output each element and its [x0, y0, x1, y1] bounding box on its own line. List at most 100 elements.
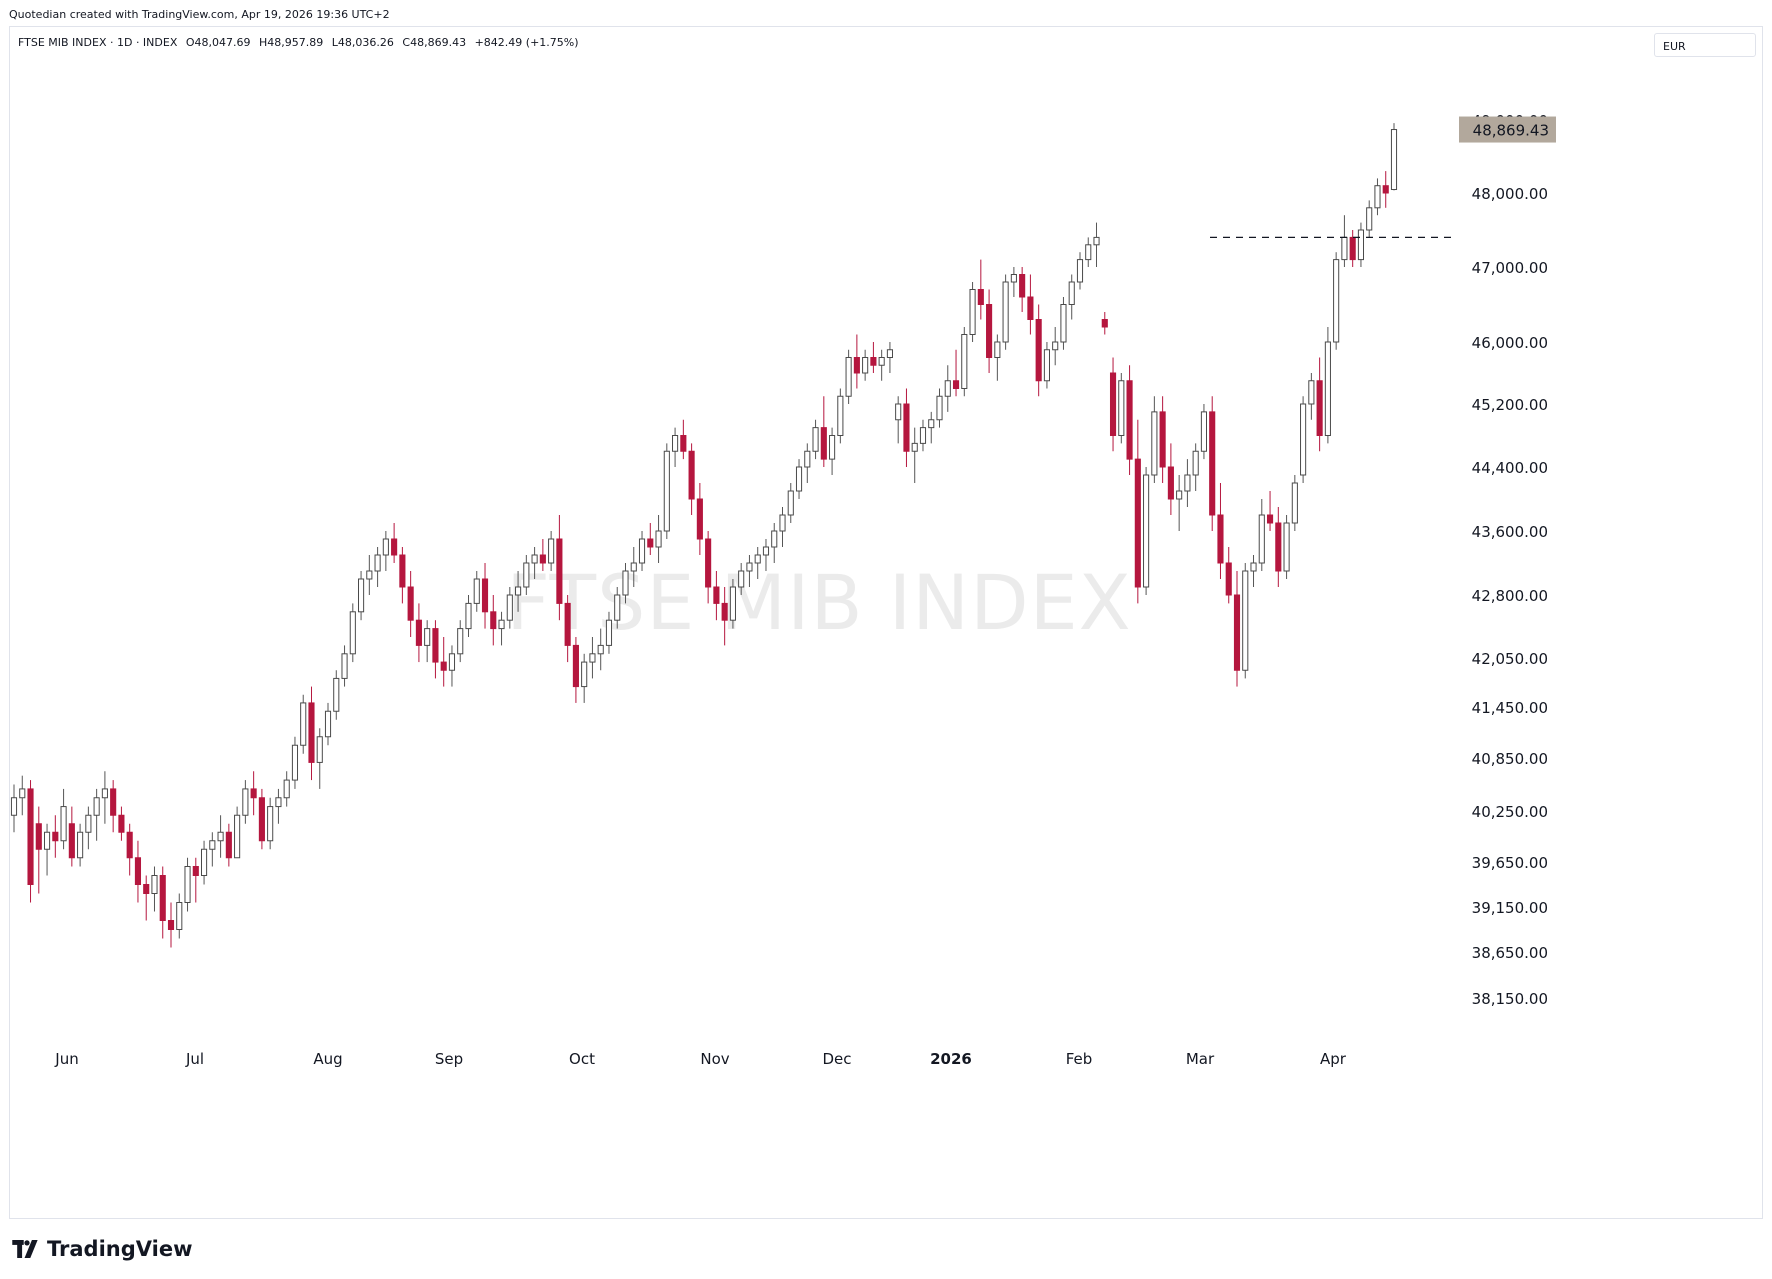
- candle[interactable]: [515, 571, 522, 612]
- candle[interactable]: [399, 547, 406, 604]
- candle[interactable]: [283, 771, 290, 807]
- candle[interactable]: [1035, 304, 1042, 397]
- candle[interactable]: [498, 611, 505, 646]
- candle[interactable]: [382, 531, 389, 571]
- candle[interactable]: [333, 670, 340, 720]
- candle[interactable]: [432, 620, 439, 679]
- candle[interactable]: [1167, 443, 1174, 515]
- candle[interactable]: [630, 547, 637, 587]
- candle[interactable]: [126, 823, 133, 876]
- candle[interactable]: [184, 857, 191, 912]
- candle[interactable]: [1010, 267, 1017, 297]
- candle[interactable]: [655, 515, 662, 563]
- candle[interactable]: [1349, 230, 1356, 267]
- candle[interactable]: [853, 334, 860, 389]
- candle[interactable]: [60, 788, 67, 850]
- candle[interactable]: [1390, 123, 1398, 191]
- candle[interactable]: [308, 686, 315, 781]
- candle[interactable]: [1324, 327, 1331, 444]
- candle[interactable]: [754, 547, 761, 579]
- candle[interactable]: [366, 555, 373, 595]
- candle[interactable]: [1134, 419, 1141, 604]
- candle[interactable]: [548, 531, 555, 571]
- candle[interactable]: [93, 788, 100, 841]
- candle[interactable]: [597, 628, 604, 671]
- currency-label[interactable]: EUR: [1654, 33, 1756, 57]
- candle[interactable]: [1126, 365, 1133, 475]
- candle[interactable]: [1143, 467, 1150, 595]
- candle[interactable]: [1052, 327, 1059, 366]
- candle[interactable]: [374, 547, 381, 587]
- candle[interactable]: [43, 823, 51, 876]
- candle[interactable]: [895, 396, 902, 444]
- candle[interactable]: [225, 823, 232, 867]
- candle[interactable]: [110, 780, 117, 833]
- candle[interactable]: [1233, 571, 1241, 687]
- candle[interactable]: [1101, 312, 1108, 335]
- candle[interactable]: [944, 365, 951, 412]
- candle[interactable]: [572, 637, 579, 703]
- candle[interactable]: [1093, 222, 1100, 267]
- candle[interactable]: [589, 637, 596, 679]
- candle[interactable]: [1184, 459, 1191, 507]
- candle[interactable]: [729, 579, 736, 629]
- candle[interactable]: [1283, 515, 1290, 579]
- candle[interactable]: [1217, 483, 1224, 579]
- candle[interactable]: [581, 653, 588, 703]
- candle[interactable]: [845, 349, 852, 404]
- candle[interactable]: [316, 728, 323, 789]
- candle[interactable]: [267, 797, 274, 850]
- candle[interactable]: [1242, 563, 1249, 679]
- candle[interactable]: [829, 427, 836, 475]
- candle[interactable]: [614, 587, 621, 629]
- candle[interactable]: [242, 780, 249, 824]
- candle[interactable]: [407, 571, 414, 637]
- candle[interactable]: [1068, 274, 1075, 320]
- candle[interactable]: [300, 694, 307, 754]
- candle[interactable]: [118, 806, 125, 841]
- candle[interactable]: [473, 571, 480, 612]
- candle[interactable]: [101, 771, 108, 824]
- candle[interactable]: [217, 815, 224, 858]
- candle[interactable]: [415, 603, 422, 663]
- candle[interactable]: [258, 788, 265, 850]
- candle[interactable]: [647, 523, 654, 555]
- candle[interactable]: [738, 563, 745, 595]
- candle[interactable]: [903, 388, 910, 468]
- candle[interactable]: [341, 645, 348, 687]
- candle[interactable]: [176, 893, 183, 939]
- candle[interactable]: [1076, 252, 1084, 290]
- candle[interactable]: [1258, 499, 1265, 571]
- candle[interactable]: [977, 259, 984, 320]
- candle[interactable]: [605, 611, 613, 654]
- candle[interactable]: [1341, 215, 1348, 267]
- candle[interactable]: [1209, 396, 1216, 531]
- candle[interactable]: [696, 483, 703, 555]
- candle[interactable]: [911, 427, 918, 483]
- candle[interactable]: [35, 806, 42, 894]
- candle[interactable]: [151, 866, 158, 912]
- candle[interactable]: [663, 443, 670, 539]
- candle[interactable]: [952, 349, 960, 397]
- candle[interactable]: [275, 788, 282, 824]
- candle[interactable]: [1374, 178, 1381, 216]
- candle[interactable]: [721, 587, 728, 646]
- candle[interactable]: [27, 780, 34, 903]
- candle[interactable]: [1192, 443, 1199, 491]
- candle[interactable]: [556, 515, 563, 621]
- candle[interactable]: [837, 388, 844, 444]
- candle[interactable]: [448, 645, 456, 687]
- candle[interactable]: [1200, 404, 1208, 460]
- tradingview-logo[interactable]: TradingView: [12, 1237, 192, 1261]
- candle[interactable]: [506, 587, 513, 629]
- candle[interactable]: [564, 595, 571, 663]
- candle[interactable]: [52, 815, 59, 858]
- candle[interactable]: [804, 443, 811, 483]
- candle[interactable]: [886, 342, 893, 373]
- candle[interactable]: [68, 806, 75, 867]
- candle[interactable]: [688, 443, 695, 515]
- candle[interactable]: [820, 396, 827, 467]
- candle[interactable]: [1275, 507, 1282, 587]
- candle[interactable]: [746, 555, 753, 587]
- candle[interactable]: [143, 875, 150, 921]
